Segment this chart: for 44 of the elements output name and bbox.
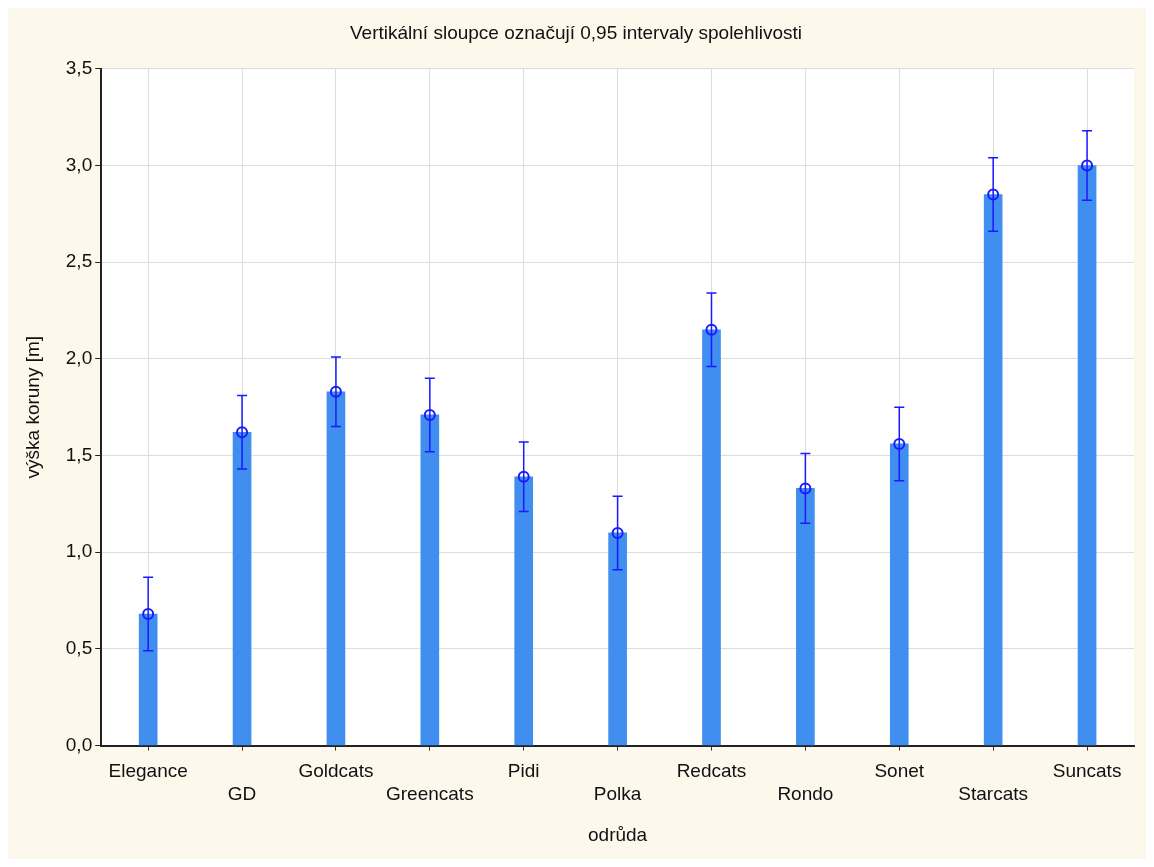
x-axis-title: odrůda: [588, 823, 648, 845]
point: [799, 482, 812, 495]
x-tick-label: Starcats: [958, 783, 1029, 805]
x-tick-label: GD: [227, 783, 257, 805]
point: [987, 188, 1000, 201]
y-tick-label: 0,5: [65, 637, 93, 659]
point: [705, 323, 718, 336]
chart-title: Vertikální sloupce označují 0,95 intervaly spolehlivosti: [349, 21, 803, 43]
y-tick-label: 3,0: [65, 153, 93, 175]
bar: [420, 414, 440, 746]
bar: [983, 194, 1003, 746]
x-tick-label: Redcats: [676, 760, 747, 782]
y-tick-label: 0,0: [65, 733, 93, 755]
y-tick-label: 3,5: [65, 57, 93, 79]
point: [1081, 159, 1094, 172]
point: [142, 608, 155, 621]
bar: [608, 532, 627, 746]
x-tick-label: Goldcats: [298, 760, 374, 782]
y-tick-label: 2,5: [65, 250, 93, 272]
x-tick-label: Greencats: [386, 783, 474, 805]
bar: [232, 432, 252, 746]
bar: [138, 613, 158, 746]
point: [236, 426, 249, 439]
x-tick-label: Sonet: [874, 760, 925, 782]
x-tick-label: Rondo: [777, 783, 834, 805]
y-tick-label: 1,0: [65, 540, 93, 562]
point: [517, 470, 530, 483]
point: [893, 437, 906, 450]
y-axis-title: výška koruny [m]: [21, 335, 43, 479]
bar: [702, 329, 721, 746]
x-tick-label: Suncats: [1052, 760, 1122, 782]
y-tick-label: 1,5: [65, 443, 93, 465]
bar: [1077, 165, 1097, 746]
point: [611, 526, 624, 539]
bar: [326, 391, 346, 746]
point: [423, 408, 436, 421]
point: [329, 385, 342, 398]
x-tick-label: Pidi: [507, 760, 540, 782]
x-tick-label: Polka: [593, 783, 642, 805]
x-tick-label: Elegance: [108, 760, 188, 782]
bar: [514, 476, 534, 746]
bar: [889, 443, 909, 746]
bar: [796, 488, 815, 746]
y-tick-label: 2,0: [65, 347, 93, 369]
